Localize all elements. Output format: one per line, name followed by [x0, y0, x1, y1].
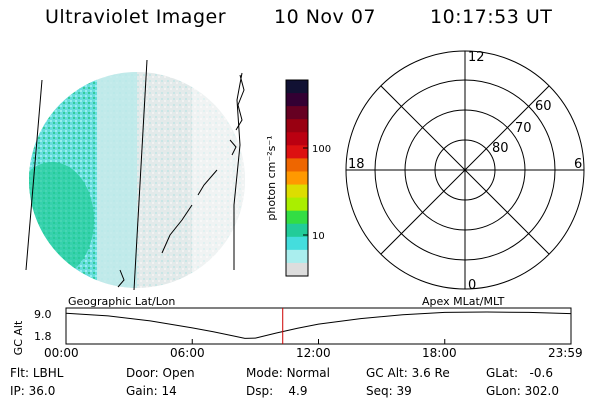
filter-label: Flt: — [10, 366, 29, 380]
mlat-label-80: 80 — [492, 141, 509, 156]
colorbar-unit-label: photon cm⁻²s⁻¹ — [265, 135, 278, 220]
mlt-label-12: 12 — [468, 50, 485, 65]
xtick-label-0000: 00:00 — [44, 346, 79, 360]
gain-label: Gain: — [126, 384, 158, 398]
colorbar-block — [286, 197, 308, 212]
auroral-image — [25, 59, 245, 291]
filter-value: LBHL — [32, 366, 64, 380]
status-ip: IP: 36.0 — [10, 384, 55, 398]
colorbar-frame — [285, 79, 309, 277]
xtick-label-1200: 12:00 — [296, 346, 331, 360]
glat-label: GLat: — [486, 366, 519, 380]
gcalt-value: 3.6 Re — [411, 366, 450, 380]
status-dsp: Dsp: 4.9 — [246, 384, 308, 398]
colorbar-block — [286, 93, 308, 107]
timeline-frame — [65, 307, 572, 345]
gcalt-label: GC Alt: — [366, 366, 408, 380]
xtick-label-2359: 23:59 — [548, 346, 583, 360]
ytick-label-bottom: 1.8 — [34, 330, 52, 343]
polar-diagonal-2 — [380, 85, 550, 255]
time-label: 10:17:53 UT — [430, 6, 553, 28]
xtick-label-1800: 18:00 — [422, 346, 457, 360]
altitude-timeline: GC Alt 9.0 1.8 — [12, 307, 572, 355]
mlat-label-60: 60 — [535, 99, 552, 114]
colorbar-block — [286, 132, 308, 146]
colorbar-block — [286, 145, 308, 159]
colorbar-tick-label-100: 100 — [312, 144, 331, 155]
status-glat: GLat: -0.6 — [486, 366, 553, 380]
x-ticks — [65, 339, 572, 344]
colorbar-block — [286, 80, 308, 94]
status-glon: GLon: 302.0 — [486, 384, 559, 398]
mlat-label-70: 70 — [515, 121, 532, 136]
timeline-ylabel: GC Alt — [12, 320, 25, 355]
door-label: Door: — [126, 366, 159, 380]
altitude-series-line — [65, 311, 571, 339]
glon-label: GLon: — [486, 384, 521, 398]
colorbar-tick-label-10: 10 — [312, 231, 325, 242]
mlt-label-0: 0 — [468, 278, 476, 293]
seq-value: 39 — [396, 384, 412, 398]
mode-value: Normal — [286, 366, 330, 380]
colorbar-block — [286, 210, 308, 225]
ip-value: 36.0 — [28, 384, 56, 398]
polar-grid: 12 18 6 0 60 70 80 — [345, 50, 585, 293]
earth-disk — [29, 72, 245, 288]
colorbar-block — [286, 184, 308, 199]
status-door: Door: Open — [126, 366, 195, 380]
glat-value: -0.6 — [529, 366, 553, 380]
colorbar-blocks — [286, 80, 308, 277]
colorbar-block — [286, 119, 308, 133]
status-gcalt: GC Alt: 3.6 Re — [366, 366, 450, 380]
status-filter: Flt: LBHL — [10, 366, 63, 380]
glon-value: 302.0 — [524, 384, 559, 398]
date-label: 10 Nov 07 — [274, 6, 377, 28]
status-mode: Mode: Normal — [246, 366, 330, 380]
colorbar-block — [286, 223, 308, 238]
mlt-label-6: 6 — [574, 157, 582, 172]
colorbar-block — [286, 171, 308, 186]
colorbar: 100 10 photon cm⁻²s⁻¹ — [265, 79, 331, 277]
geographic-label: Geographic Lat/Lon — [68, 295, 176, 308]
colorbar-block — [286, 236, 308, 251]
colorbar-block — [286, 249, 308, 264]
xtick-label-0600: 06:00 — [170, 346, 205, 360]
status-seq: Seq: 39 — [366, 384, 412, 398]
ip-label: IP: — [10, 384, 25, 398]
colorbar-block — [286, 106, 308, 120]
instrument-title: Ultraviolet Imager — [45, 6, 227, 28]
dsp-value: 4.9 — [288, 384, 308, 398]
mlt-label-18: 18 — [348, 157, 365, 172]
dsp-label: Dsp: — [246, 384, 274, 398]
colorbar-block — [286, 262, 308, 277]
seq-label: Seq: — [366, 384, 393, 398]
gain-value: 14 — [161, 384, 177, 398]
coastlines-and-meridians — [25, 59, 245, 291]
status-gain: Gain: 14 — [126, 384, 177, 398]
door-value: Open — [162, 366, 195, 380]
mode-label: Mode: — [246, 366, 283, 380]
apex-label: Apex MLat/MLT — [422, 295, 505, 308]
ytick-label-top: 9.0 — [34, 308, 52, 321]
colorbar-block — [286, 158, 308, 173]
